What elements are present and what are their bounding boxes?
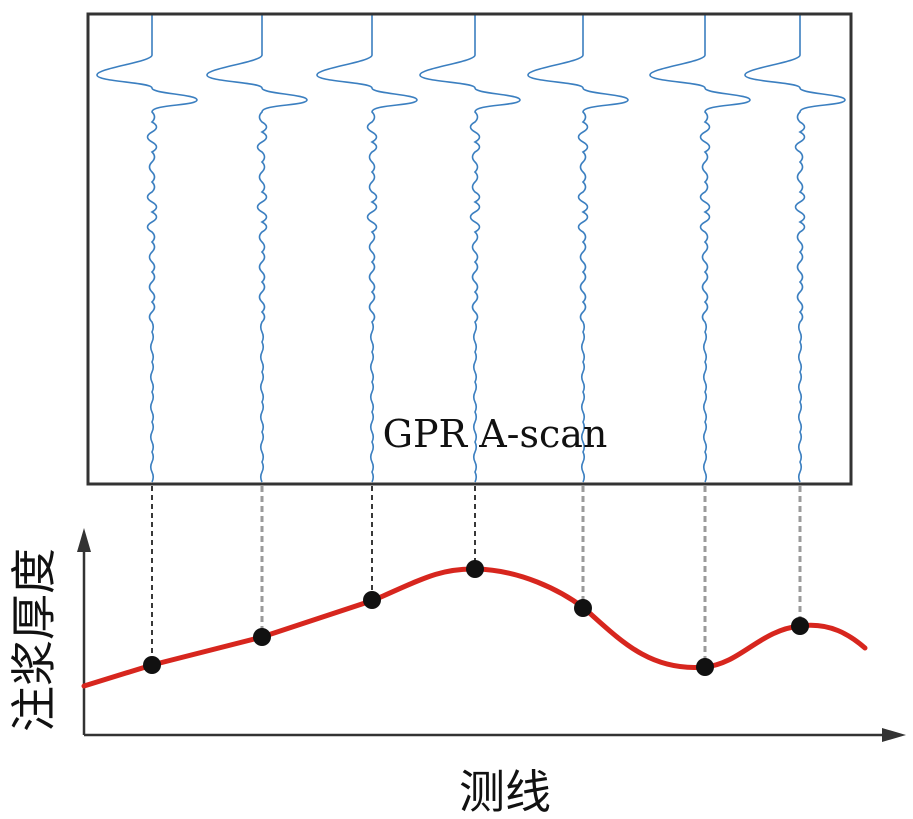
connector-lines: [151, 486, 802, 667]
a-scan-trace: [649, 14, 751, 483]
a-scan-trace: [744, 14, 846, 483]
y-axis-arrow-icon: [77, 528, 91, 552]
sample-marker: [143, 656, 161, 674]
sample-marker: [696, 658, 714, 676]
a-scan-trace: [316, 14, 418, 483]
x-axis-label: 测线: [459, 765, 551, 819]
sample-marker: [791, 617, 809, 635]
a-scan-trace: [206, 14, 308, 483]
x-axis-arrow-icon: [882, 728, 906, 742]
a-scan-traces: [96, 14, 846, 483]
sample-marker: [574, 599, 592, 617]
a-scan-trace: [96, 14, 198, 483]
y-axis-label: 注浆厚度: [7, 548, 61, 732]
a-scan-trace: [527, 14, 629, 483]
sample-marker: [253, 628, 271, 646]
sample-marker: [466, 560, 484, 578]
sample-marker: [363, 591, 381, 609]
a-scan-trace: [419, 14, 521, 483]
a-scan-panel-label: GPR A-scan: [383, 412, 608, 456]
grout-thickness-curve: [81, 566, 868, 689]
sample-markers: [143, 560, 809, 676]
a-scan-panel-frame: [86, 12, 853, 486]
